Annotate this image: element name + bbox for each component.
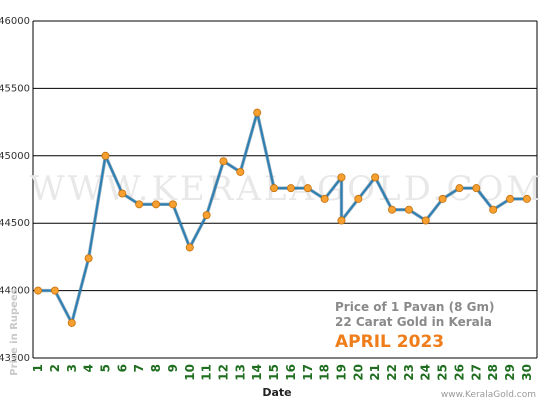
- x-tick-label: 10: [183, 364, 197, 381]
- data-point: [404, 205, 413, 214]
- x-tick-label: 22: [385, 364, 399, 381]
- x-axis-title: Date: [262, 386, 291, 399]
- price-series: [34, 108, 531, 327]
- data-point: [84, 254, 93, 263]
- x-tick-label: 29: [503, 364, 517, 381]
- series-line-shadow: [38, 110, 527, 325]
- month-label: APRIL 2023: [335, 332, 444, 352]
- data-point: [50, 286, 59, 295]
- y-tick-label: 44000: [0, 286, 30, 297]
- y-tick-label: 43500: [0, 353, 30, 364]
- x-tick-label: 21: [368, 364, 382, 381]
- data-point: [67, 318, 76, 327]
- data-point: [337, 216, 346, 225]
- data-point: [202, 211, 211, 220]
- data-point: [421, 216, 430, 225]
- x-tick-label: 20: [351, 364, 365, 381]
- data-point: [219, 157, 228, 166]
- y-tick-label: 45000: [0, 151, 30, 162]
- y-axis-title: Price in Rupees: [9, 288, 20, 375]
- x-tick-label: 4: [82, 364, 96, 372]
- x-tick-label: 3: [65, 364, 79, 372]
- y-tick-labels: 43500 44000 44500 45000 45500 46000: [0, 16, 30, 364]
- data-point: [34, 286, 43, 295]
- x-tick-label: 28: [486, 364, 500, 381]
- data-point: [388, 205, 397, 214]
- info-line-1: Price of 1 Pavan (8 Gm): [335, 300, 495, 314]
- data-point: [337, 173, 346, 182]
- x-tick-label: 1: [31, 364, 45, 372]
- x-tick-label: 25: [436, 364, 450, 381]
- data-point: [320, 194, 329, 203]
- x-tick-label: 11: [200, 364, 214, 381]
- data-point: [286, 184, 295, 193]
- y-tick-label: 46000: [0, 16, 30, 27]
- data-point: [506, 194, 515, 203]
- x-tick-label: 15: [267, 364, 281, 381]
- x-tick-label: 18: [318, 364, 332, 381]
- series-line: [38, 111, 527, 324]
- data-point: [152, 200, 161, 209]
- x-tick-label: 24: [419, 364, 433, 381]
- x-tick-label: 14: [250, 364, 264, 381]
- x-tick-label: 8: [149, 364, 163, 372]
- data-point: [135, 200, 144, 209]
- x-tick-label: 23: [402, 364, 416, 381]
- data-point: [270, 184, 279, 193]
- x-tick-label: 12: [216, 364, 230, 381]
- data-point: [438, 194, 447, 203]
- data-point: [354, 194, 363, 203]
- x-tick-labels: 1 2 3 4 5 6 7 8 9 10 11 12 13 14 15 16 17 18 19 20 21 22 23 24 2…: [31, 364, 534, 381]
- data-point: [101, 151, 110, 160]
- data-point: [489, 205, 498, 214]
- x-tick-label: 6: [115, 364, 129, 372]
- data-point: [253, 108, 262, 117]
- x-tick-label: 30: [520, 364, 534, 381]
- info-line-2: 22 Carat Gold in Kerala: [335, 315, 492, 329]
- x-tick-label: 13: [233, 364, 247, 381]
- data-point: [185, 243, 194, 252]
- x-tick-label: 17: [301, 364, 315, 381]
- x-tick-label: 9: [166, 364, 180, 372]
- data-point: [118, 189, 127, 198]
- x-tick-label: 19: [334, 364, 348, 381]
- data-point: [236, 167, 245, 176]
- y-tick-label: 44500: [0, 218, 30, 229]
- x-tick-label: 27: [469, 364, 483, 381]
- x-tick-label: 7: [132, 364, 146, 372]
- grid-lines: [32, 20, 538, 359]
- data-point: [472, 184, 481, 193]
- x-tick-label: 5: [98, 364, 112, 372]
- data-point: [522, 194, 531, 203]
- data-point: [455, 184, 464, 193]
- x-tick-label: 16: [284, 364, 298, 381]
- data-point: [168, 200, 177, 209]
- site-credit: www.KeralaGold.com: [441, 390, 536, 400]
- data-point: [303, 184, 312, 193]
- x-tick-label: 26: [452, 364, 466, 381]
- y-tick-label: 45500: [0, 83, 30, 94]
- x-tick-label: 2: [48, 364, 62, 372]
- data-point: [371, 173, 380, 182]
